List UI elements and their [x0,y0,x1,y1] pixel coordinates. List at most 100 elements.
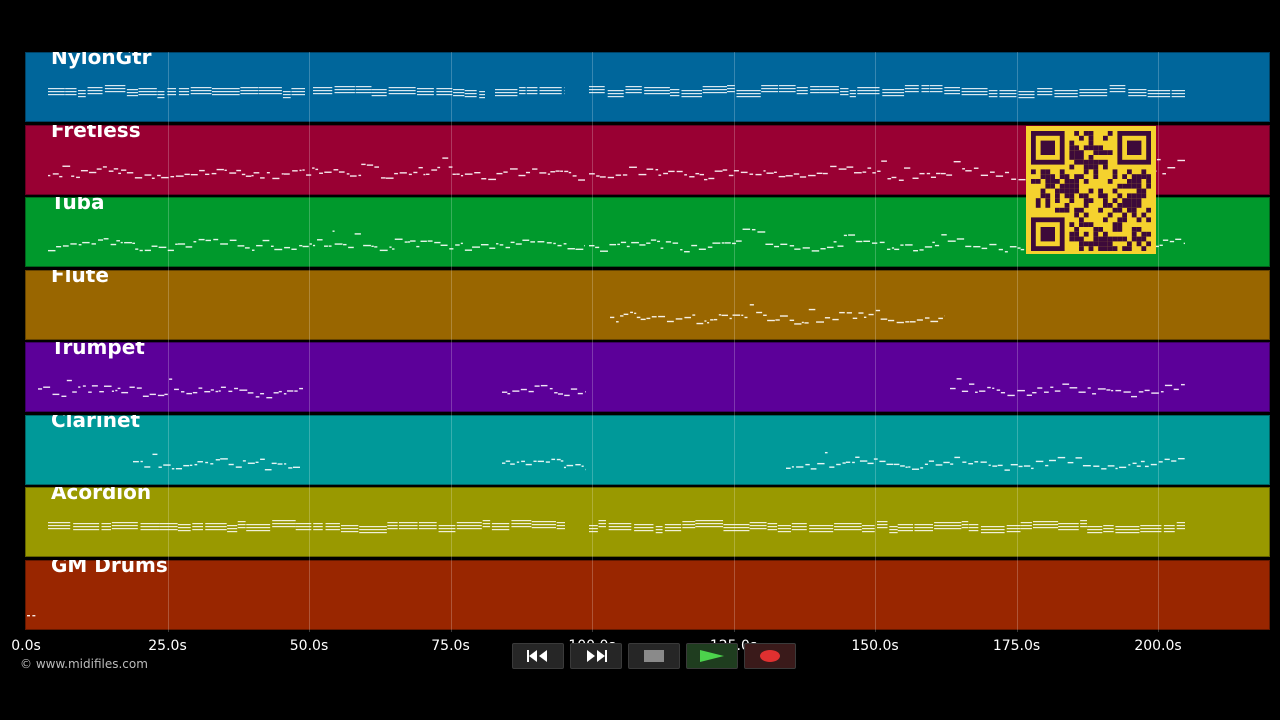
note [229,239,237,242]
note [767,526,778,528]
note [325,529,340,531]
note [727,91,735,93]
note [999,90,1017,92]
note [791,526,807,528]
note [205,523,227,525]
note [1106,389,1111,391]
track-name-label: Tuba [51,197,105,214]
track-trumpet: Trumpet [25,342,1270,412]
note [557,244,562,247]
note [1058,526,1079,528]
note [413,171,418,173]
note [502,461,506,464]
note [518,174,526,176]
note [288,466,293,469]
note [820,248,826,250]
note [87,90,103,92]
note [101,526,112,528]
stop-button[interactable] [628,643,680,669]
note [272,523,296,525]
note [1123,391,1131,393]
note [655,168,659,170]
note [1115,529,1140,531]
note [877,524,888,526]
note [858,311,864,314]
note [932,241,935,244]
note [464,93,477,95]
note [281,172,284,175]
note [664,524,682,526]
note [979,390,986,392]
note [794,322,802,325]
note [804,321,809,324]
note [996,389,1001,391]
note [519,87,526,89]
note [872,171,876,174]
note [52,393,60,396]
note [354,233,361,235]
note [882,95,905,97]
note [849,96,856,98]
note [989,243,997,246]
note [48,91,65,93]
note [277,462,283,465]
note [639,244,646,246]
note [1171,96,1185,98]
note [171,467,175,469]
note [1054,90,1078,92]
note [665,241,672,243]
note [664,527,682,529]
note [834,529,862,531]
note [1026,394,1032,396]
note [921,88,930,90]
note [780,243,788,246]
note [736,93,761,95]
note [126,171,134,173]
record-button[interactable] [744,643,796,669]
fast-forward-button[interactable] [570,643,622,669]
note [912,177,919,179]
note [838,167,847,170]
note [777,525,792,527]
note [177,530,191,532]
note [531,521,556,523]
note [434,241,441,244]
note [988,464,991,466]
note [144,173,152,176]
note [1128,95,1147,97]
note [503,170,508,173]
note [660,247,664,249]
note [735,240,742,242]
note [824,451,828,453]
note [205,173,210,175]
note [888,319,895,321]
note [240,90,259,92]
note [1109,88,1126,90]
note [1087,529,1103,531]
note [680,249,683,251]
note [819,86,839,88]
note [216,168,224,170]
play-button[interactable] [686,643,738,669]
note [256,244,263,247]
note [184,173,190,175]
note [749,522,767,524]
rewind-button[interactable] [512,643,564,669]
note [387,522,398,524]
note [877,170,881,172]
note [636,316,641,318]
note [167,91,177,93]
note [509,167,518,170]
note [218,390,221,392]
note [495,89,518,91]
note [767,523,778,525]
note [177,527,191,529]
qr-code[interactable] [1026,126,1156,254]
note [138,91,157,93]
note [227,528,238,530]
note [1006,525,1021,527]
note [761,85,779,87]
note [1009,246,1017,248]
note [669,95,680,97]
note [1067,461,1074,463]
